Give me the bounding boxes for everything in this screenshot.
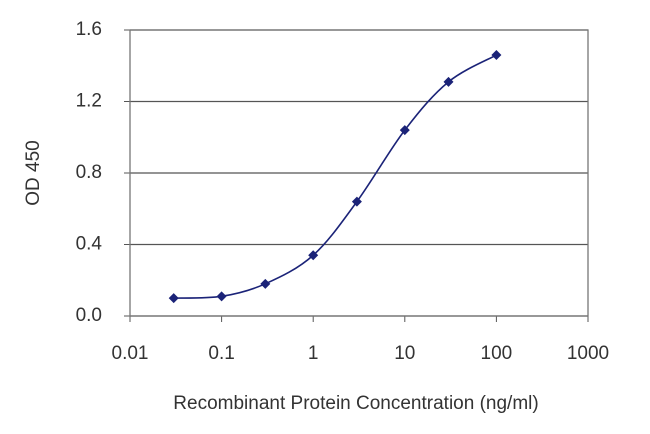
- y-tick-label: 0.4: [76, 234, 103, 255]
- y-tick-label: 0.0: [76, 305, 102, 326]
- x-tick-label: 10: [394, 343, 415, 364]
- plot-frame: [129, 29, 589, 317]
- data-point: [216, 291, 227, 302]
- data-point: [168, 293, 179, 304]
- y-axis-label: OD 450: [23, 140, 44, 205]
- x-tick-label: 0.01: [112, 343, 149, 364]
- data-point: [351, 196, 362, 207]
- x-tick-label: 0.1: [208, 343, 234, 364]
- data-point: [399, 125, 410, 136]
- x-axis-label: Recombinant Protein Concentration (ng/ml…: [173, 393, 538, 414]
- data-line: [173, 54, 497, 299]
- data-point: [491, 50, 502, 61]
- x-tick-label: 100: [481, 343, 513, 364]
- x-tick-label: 1: [308, 343, 319, 364]
- y-tick-label: 0.8: [76, 162, 102, 183]
- data-point: [308, 250, 319, 261]
- data-point: [443, 76, 454, 87]
- data-point: [260, 278, 271, 289]
- y-tick-label: 1.2: [76, 91, 102, 112]
- x-tick-label: 1000: [567, 343, 609, 364]
- y-tick-label: 1.6: [76, 19, 102, 40]
